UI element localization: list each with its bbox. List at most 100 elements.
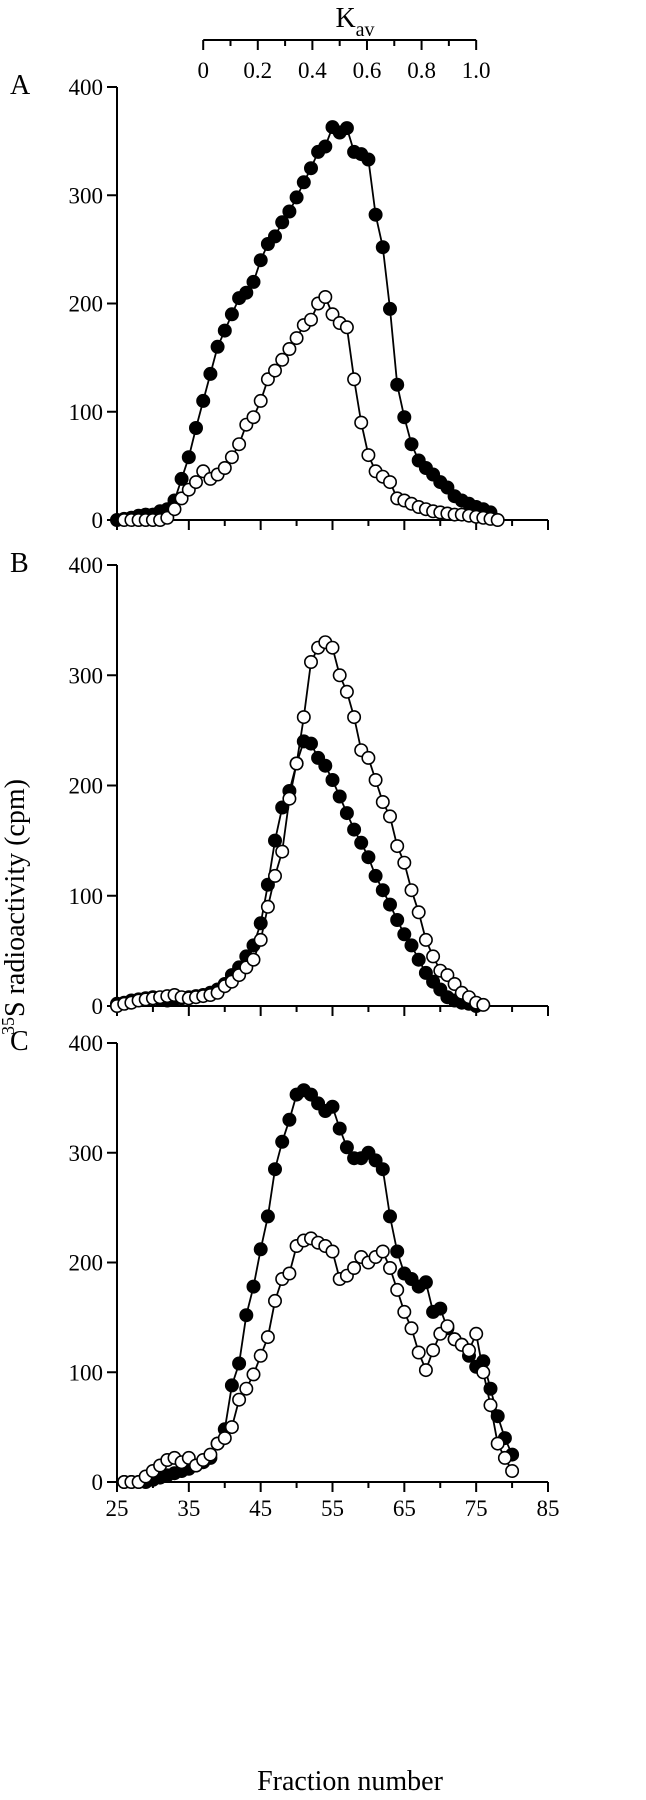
filled-data-point bbox=[418, 965, 433, 980]
open-data-point bbox=[217, 460, 232, 475]
filled-data-point bbox=[318, 758, 333, 773]
x-tick-label: 25 bbox=[106, 1496, 129, 1521]
filled-data-point bbox=[382, 897, 397, 912]
kav-tick-label: 0.8 bbox=[407, 58, 436, 83]
filled-data-point bbox=[181, 450, 196, 465]
open-data-point bbox=[347, 710, 362, 725]
open-data-point bbox=[354, 415, 369, 430]
open-data-point bbox=[382, 1261, 397, 1276]
filled-data-point bbox=[404, 938, 419, 953]
open-data-point bbox=[411, 1345, 426, 1360]
panel-label: A bbox=[10, 70, 31, 101]
open-data-point bbox=[282, 791, 297, 806]
open-data-point bbox=[411, 905, 426, 920]
filled-data-point bbox=[433, 1301, 448, 1316]
filled-data-point bbox=[382, 1209, 397, 1224]
open-data-point bbox=[390, 839, 405, 854]
open-data-point bbox=[361, 448, 376, 463]
open-data-point bbox=[404, 1321, 419, 1336]
series-line-open bbox=[124, 1237, 513, 1483]
open-data-point bbox=[440, 968, 455, 983]
open-data-point bbox=[246, 1367, 261, 1382]
filled-data-point bbox=[375, 240, 390, 255]
filled-data-point bbox=[390, 912, 405, 927]
x-tick-label: 55 bbox=[321, 1496, 344, 1521]
filled-data-point bbox=[411, 952, 426, 967]
y-tick-label: 400 bbox=[69, 553, 104, 578]
panel-label: C bbox=[10, 1026, 29, 1057]
kav-tick-label: 1.0 bbox=[462, 58, 491, 83]
open-data-point bbox=[239, 1381, 254, 1396]
open-data-point bbox=[332, 668, 347, 683]
open-data-point bbox=[318, 289, 333, 304]
filled-data-point bbox=[239, 285, 254, 300]
open-data-point bbox=[375, 1244, 390, 1259]
filled-data-point bbox=[282, 204, 297, 219]
open-data-point bbox=[246, 410, 261, 425]
filled-data-point bbox=[275, 800, 290, 815]
open-data-point bbox=[347, 1261, 362, 1276]
y-tick-label: 0 bbox=[92, 994, 104, 1019]
open-data-point bbox=[404, 883, 419, 898]
open-data-point bbox=[167, 502, 182, 517]
open-data-point bbox=[325, 640, 340, 655]
open-data-point bbox=[246, 952, 261, 967]
filled-data-point bbox=[404, 437, 419, 452]
y-tick-label: 300 bbox=[69, 663, 104, 688]
filled-data-point bbox=[224, 1378, 239, 1393]
filled-data-point bbox=[490, 1409, 505, 1424]
filled-data-point bbox=[375, 1162, 390, 1177]
filled-data-point bbox=[368, 868, 383, 883]
filled-data-point bbox=[397, 927, 412, 942]
open-data-point bbox=[253, 1348, 268, 1363]
kav-tick-label: 0.2 bbox=[243, 58, 272, 83]
y-tick-label: 100 bbox=[69, 1360, 104, 1385]
filled-data-point bbox=[296, 175, 311, 190]
kav-tick-label: 0 bbox=[197, 58, 209, 83]
filled-data-point bbox=[375, 883, 390, 898]
x-tick-label: 75 bbox=[465, 1496, 488, 1521]
open-data-point bbox=[461, 1343, 476, 1358]
filled-data-point bbox=[174, 471, 189, 486]
filled-data-point bbox=[332, 789, 347, 804]
open-data-point bbox=[490, 1436, 505, 1451]
filled-data-point bbox=[260, 1209, 275, 1224]
panel-c: C 0 100 200 300 400 25 35 45 55 65 75 85 bbox=[10, 1026, 560, 1521]
y-tick-label: 300 bbox=[69, 1141, 104, 1166]
filled-data-point bbox=[303, 161, 318, 176]
y-tick-label: 0 bbox=[92, 1470, 104, 1495]
x-tick-label: 65 bbox=[393, 1496, 416, 1521]
open-data-point bbox=[368, 772, 383, 787]
open-data-point bbox=[260, 899, 275, 914]
filled-data-point bbox=[339, 121, 354, 136]
open-data-point bbox=[390, 1282, 405, 1297]
open-data-point bbox=[375, 794, 390, 809]
filled-data-point bbox=[347, 822, 362, 837]
open-data-point bbox=[296, 710, 311, 725]
filled-data-point bbox=[282, 1112, 297, 1127]
open-data-point bbox=[339, 684, 354, 699]
open-data-point bbox=[224, 450, 239, 465]
kav-tick-label: 0.6 bbox=[353, 58, 382, 83]
filled-data-point bbox=[253, 253, 268, 268]
open-data-point bbox=[203, 1447, 218, 1462]
open-data-point bbox=[382, 475, 397, 490]
open-data-point bbox=[505, 1464, 520, 1479]
open-data-point bbox=[303, 312, 318, 327]
filled-data-point bbox=[332, 1121, 347, 1136]
open-data-point bbox=[497, 1450, 512, 1465]
filled-data-point bbox=[390, 1244, 405, 1259]
filled-data-point bbox=[368, 207, 383, 222]
kav-top-axis: 0 0.2 0.4 0.6 0.8 1.0 bbox=[197, 39, 491, 83]
kav-tick-label: 0.4 bbox=[298, 58, 327, 83]
filled-data-point bbox=[267, 1162, 282, 1177]
y-tick-label: 100 bbox=[69, 400, 104, 425]
open-data-point bbox=[253, 393, 268, 408]
filled-data-point bbox=[246, 274, 261, 289]
filled-data-point bbox=[267, 833, 282, 848]
filled-data-point bbox=[361, 850, 376, 865]
open-data-point bbox=[483, 1398, 498, 1413]
panel-a: A 0 100 200 300 400 bbox=[10, 70, 549, 533]
open-data-point bbox=[289, 331, 304, 346]
filled-data-point bbox=[289, 190, 304, 205]
